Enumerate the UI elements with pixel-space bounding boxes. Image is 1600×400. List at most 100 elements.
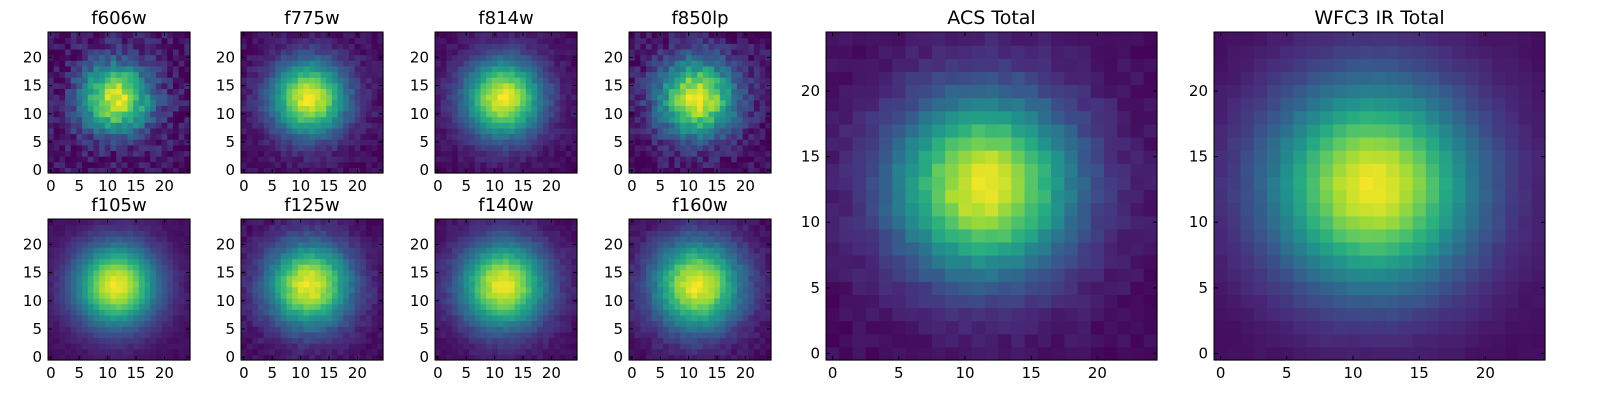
- heatmap-cell: [446, 258, 453, 265]
- heatmap-cell: [178, 48, 185, 56]
- heatmap-cell: [565, 32, 572, 39]
- heatmap-cell: [70, 219, 77, 226]
- heatmap-cell: [440, 258, 447, 265]
- heatmap-cell: [263, 343, 270, 350]
- heatmap-cell: [629, 331, 636, 339]
- heatmap-cell: [48, 331, 55, 339]
- heatmap-cell: [491, 156, 499, 163]
- heatmap-cell: [53, 88, 60, 95]
- heatmap-cell: [246, 54, 253, 61]
- heatmap-cell: [133, 133, 140, 140]
- heatmap-cell: [525, 309, 533, 316]
- heatmap-cell: [172, 326, 180, 333]
- heatmap-cell: [365, 32, 373, 39]
- heatmap-cell: [82, 150, 89, 157]
- heatmap-cell: [748, 133, 755, 140]
- heatmap-cell: [93, 320, 100, 327]
- heatmap-cell: [731, 348, 738, 355]
- heatmap-cell: [93, 252, 100, 260]
- heatmap-cell: [463, 82, 470, 89]
- heatmap-cell: [651, 337, 658, 344]
- heatmap-cell: [337, 297, 344, 305]
- heatmap-cell: [702, 314, 710, 322]
- y-tick-label: 0: [225, 348, 235, 366]
- heatmap-cell: [565, 127, 572, 135]
- heatmap-cell: [365, 320, 373, 327]
- heatmap-cell: [320, 48, 327, 56]
- heatmap-cell: [93, 219, 100, 226]
- heatmap-cell: [452, 241, 459, 248]
- heatmap-cell: [104, 241, 112, 248]
- heatmap-cell: [87, 264, 95, 271]
- heatmap-cell: [138, 354, 146, 361]
- heatmap-cell: [537, 43, 544, 50]
- heatmap-cell: [354, 348, 361, 355]
- heatmap-cell: [725, 116, 732, 123]
- heatmap-cell: [53, 275, 60, 282]
- heatmap-cell: [99, 219, 106, 226]
- heatmap-cell: [474, 116, 482, 123]
- heatmap-cell: [337, 144, 344, 152]
- heatmap-cell: [275, 71, 282, 78]
- heatmap-cell: [252, 105, 259, 112]
- heatmap-cell: [99, 32, 106, 39]
- heatmap-cell: [531, 88, 538, 95]
- heatmap-cell: [286, 264, 293, 271]
- heatmap-cell: [167, 247, 174, 254]
- heatmap-cell: [144, 105, 151, 112]
- heatmap-cell: [725, 326, 732, 333]
- heatmap-cell: [309, 82, 316, 89]
- heatmap-cell: [331, 348, 339, 355]
- heatmap-cell: [76, 297, 83, 305]
- heatmap-cell: [121, 292, 129, 299]
- heatmap-cell: [542, 32, 550, 39]
- heatmap-cell: [286, 150, 293, 157]
- heatmap-cell: [497, 224, 504, 231]
- heatmap-cell: [371, 122, 378, 129]
- heatmap-cell: [70, 348, 77, 355]
- axes-frame: [47, 218, 191, 361]
- heatmap-cell: [337, 269, 344, 276]
- heatmap-cell: [144, 60, 151, 67]
- heatmap-cell: [457, 32, 464, 39]
- heatmap-cell: [320, 303, 327, 310]
- heatmap-cell: [127, 292, 134, 299]
- heatmap-cell: [138, 71, 146, 78]
- heatmap-cell: [446, 269, 453, 276]
- heatmap-cell: [691, 331, 698, 339]
- heatmap-cell: [150, 286, 157, 293]
- heatmap-cell: [629, 116, 636, 123]
- heatmap-cell: [70, 241, 77, 248]
- heatmap-cell: [331, 161, 339, 168]
- heatmap-cell: [548, 241, 555, 248]
- heatmap-cell: [503, 150, 510, 157]
- heatmap-cell: [446, 281, 453, 288]
- heatmap-cell: [133, 77, 140, 84]
- heatmap-cell: [155, 122, 163, 129]
- heatmap-cell: [469, 292, 476, 299]
- heatmap-cell: [640, 314, 647, 322]
- heatmap-cell: [337, 65, 344, 73]
- heatmap-cell: [708, 82, 715, 89]
- heatmap-cell: [725, 82, 732, 89]
- heatmap-cell: [753, 77, 761, 84]
- heatmap-cell: [640, 110, 647, 118]
- heatmap-cell: [571, 32, 578, 39]
- heatmap-cell: [99, 348, 106, 355]
- heatmap-cell: [155, 71, 163, 78]
- heatmap-cell: [286, 122, 293, 129]
- heatmap-cell: [178, 314, 185, 322]
- heatmap-cell: [172, 65, 180, 73]
- heatmap-cell: [680, 122, 687, 129]
- heatmap-cell: [286, 139, 293, 146]
- heatmap-cell: [640, 77, 647, 84]
- heatmap-cell: [275, 247, 282, 254]
- heatmap-cell: [314, 224, 322, 231]
- heatmap-cell: [748, 348, 755, 355]
- heatmap-cell: [571, 161, 578, 168]
- heatmap-cell: [520, 82, 527, 89]
- heatmap-cell: [674, 105, 681, 112]
- heatmap-cell: [640, 65, 647, 73]
- heatmap-cell: [714, 116, 721, 123]
- heatmap-cell: [651, 139, 658, 146]
